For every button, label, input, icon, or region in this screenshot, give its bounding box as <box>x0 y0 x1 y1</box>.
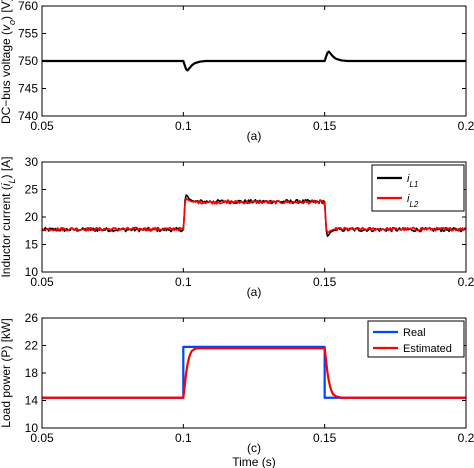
y-tick-label: 740 <box>18 109 38 123</box>
x-tick-label: 0.15 <box>313 431 337 445</box>
y-tick-label: 14 <box>25 394 39 408</box>
legend-box <box>371 164 465 212</box>
legend-label: Real <box>403 327 426 339</box>
x-tick-label: 0.2 <box>458 119 474 133</box>
panel-caption: (c) <box>247 441 261 455</box>
panel-load-power: 0.05 0.1 0.15 0.2 10 14 18 22 26 Load power (P) [… <box>0 311 474 468</box>
series-line-1-1 <box>42 198 466 234</box>
y-tick-label: 10 <box>25 421 39 435</box>
y-tick-label: 30 <box>25 155 39 169</box>
x-tick-label: 0.05 <box>30 119 54 133</box>
y-tick-label: 755 <box>18 27 38 41</box>
panel-caption: (a) <box>247 285 262 299</box>
panel-inductor-current: 0.05 0.1 0.15 0.2 10 15 20 25 30 Inductor current… <box>0 155 474 299</box>
series-line-0-0 <box>42 50 466 72</box>
x-tick-label: 0.1 <box>175 275 192 289</box>
series-line-2-1 <box>42 347 466 399</box>
y-tick-label: 760 <box>18 0 38 13</box>
y-axis-label: DC−bus voltage (vo) [V] <box>0 0 17 124</box>
x-tick-label: 0.15 <box>313 275 337 289</box>
legend-label: iL2 <box>407 193 419 209</box>
y-tick-label: 25 <box>25 183 39 197</box>
legend-label: iL1 <box>407 173 418 189</box>
legend-box <box>367 320 465 358</box>
x-tick-label: 0.2 <box>458 275 474 289</box>
y-tick-label: 15 <box>25 238 39 252</box>
x-tick-label: 0.2 <box>458 431 474 445</box>
x-axis-label: Time (s) <box>232 455 276 468</box>
y-tick-label: 10 <box>25 265 39 279</box>
x-tick-label: 0.05 <box>30 275 54 289</box>
y-tick-label: 750 <box>18 54 38 68</box>
panel-caption: (a) <box>247 129 262 143</box>
y-tick-label: 26 <box>25 311 39 325</box>
y-axis-label: Load power (P) [kW] <box>0 318 13 427</box>
y-tick-label: 22 <box>25 339 39 353</box>
x-tick-label: 0.1 <box>175 431 192 445</box>
y-tick-label: 745 <box>18 82 38 96</box>
y-axis-label: Inductor current (iL) [A] <box>0 156 17 277</box>
x-tick-label: 0.05 <box>30 431 54 445</box>
y-tick-label: 18 <box>25 366 39 380</box>
y-tick-label: 20 <box>25 210 39 224</box>
legend: Real Estimated <box>367 320 465 358</box>
x-tick-label: 0.15 <box>313 119 337 133</box>
legend-label: Estimated <box>403 343 452 355</box>
x-tick-label: 0.1 <box>175 119 192 133</box>
